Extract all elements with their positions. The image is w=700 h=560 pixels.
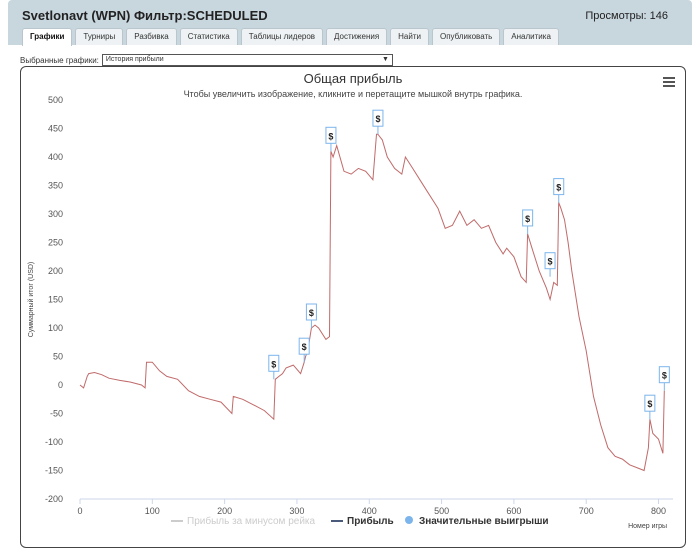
chevron-down-icon: ▼	[381, 56, 389, 63]
y-tick-label: 350	[48, 181, 63, 191]
chart-subtitle: Чтобы увеличить изображение, кликните и …	[184, 89, 523, 99]
views-count: Просмотры: 146	[585, 10, 668, 22]
win-flag-symbol: $	[328, 131, 333, 141]
win-flag-symbol: $	[302, 342, 307, 352]
x-tick-label: 0	[77, 506, 82, 516]
win-flag-box[interactable]	[644, 394, 656, 412]
x-tick-label: 500	[434, 506, 449, 516]
win-flag-box[interactable]	[544, 252, 556, 270]
x-axis-label: Номер игры	[628, 523, 667, 530]
win-flag-box[interactable]	[658, 366, 670, 384]
y-tick-label: 300	[48, 209, 63, 219]
x-tick-label: 800	[651, 506, 666, 516]
y-tick-label: 400	[48, 152, 63, 162]
menu-icon-bar-2[interactable]	[663, 85, 675, 87]
chart-select-value: История прибыли	[105, 56, 164, 63]
tab-bar: Графики Турниры Разбивка Статистика Табл…	[22, 28, 559, 46]
tab-publish[interactable]: Опубликовать	[431, 28, 501, 45]
win-flag-box[interactable]	[325, 126, 337, 144]
y-tick-label: 0	[58, 380, 63, 390]
x-tick-label: 300	[289, 506, 304, 516]
win-flag-symbol: $	[309, 308, 314, 318]
tab-leaderboards[interactable]: Таблицы лидеров	[240, 28, 324, 45]
win-flag-symbol: $	[647, 399, 652, 409]
chart-selector: Выбранные графики: История прибыли ▼	[20, 54, 393, 66]
x-tick-label: 400	[362, 506, 377, 516]
y-tick-label: 450	[48, 124, 63, 134]
tab-achievements[interactable]: Достижения	[326, 28, 388, 45]
win-flag-box[interactable]	[372, 109, 384, 127]
chart-selector-label: Выбранные графики:	[20, 55, 99, 65]
chart-title: Общая прибыль	[304, 71, 403, 86]
tab-charts[interactable]: Графики	[22, 28, 73, 46]
profit-series-line[interactable]	[79, 133, 665, 472]
legend-net-profit: Прибыль за минусом рейка	[187, 515, 316, 527]
tab-statistics[interactable]: Статистика	[179, 28, 238, 45]
y-tick-label: -100	[45, 437, 63, 447]
legend-wins-swatch	[405, 516, 413, 524]
y-tick-label: 500	[48, 95, 63, 105]
win-flag-symbol: $	[548, 257, 553, 267]
chart-select-dropdown[interactable]: История прибыли ▼	[101, 54, 393, 66]
x-tick-label: 600	[506, 506, 521, 516]
tab-breakdown[interactable]: Разбивка	[126, 28, 177, 45]
y-tick-label: -200	[45, 494, 63, 504]
x-tick-label: 100	[145, 506, 160, 516]
y-tick-label: 150	[48, 295, 63, 305]
y-axis-label: Суммарный итог (USD)	[27, 262, 35, 338]
y-tick-label: 200	[48, 266, 63, 276]
profit-chart[interactable]: Общая прибыль Чтобы увеличить изображение…	[21, 67, 685, 547]
y-tick-label: -50	[50, 409, 63, 419]
tab-analytics[interactable]: Аналитика	[503, 28, 559, 45]
win-flag-symbol: $	[556, 183, 561, 193]
y-tick-label: 100	[48, 323, 63, 333]
chart-container[interactable]: Общая прибыль Чтобы увеличить изображение…	[20, 66, 686, 548]
y-tick-label: 250	[48, 238, 63, 248]
win-flag-symbol: $	[662, 371, 667, 381]
win-flag-symbol: $	[271, 359, 276, 369]
y-tick-label: -150	[45, 466, 63, 476]
win-flag-box[interactable]	[522, 209, 534, 227]
y-tick-label: 50	[53, 352, 63, 362]
tab-tournaments[interactable]: Турниры	[75, 28, 124, 45]
tab-find[interactable]: Найти	[390, 28, 429, 45]
win-flag-box[interactable]	[268, 354, 280, 372]
x-tick-label: 700	[579, 506, 594, 516]
page-title: Svetlonavt (WPN) Фильтр:SCHEDULED	[22, 8, 268, 23]
menu-icon-bar-1[interactable]	[663, 81, 675, 83]
legend-significant-wins: Значительные выигрыши	[419, 516, 549, 527]
menu-icon-bar-0[interactable]	[663, 77, 675, 79]
win-flag-symbol: $	[525, 214, 530, 224]
win-flag-box[interactable]	[298, 337, 310, 355]
legend-profit: Прибыль	[347, 515, 394, 527]
x-tick-label: 200	[217, 506, 232, 516]
win-flag-box[interactable]	[553, 178, 565, 196]
win-flag-symbol: $	[375, 114, 380, 124]
win-flag-box[interactable]	[305, 303, 317, 321]
